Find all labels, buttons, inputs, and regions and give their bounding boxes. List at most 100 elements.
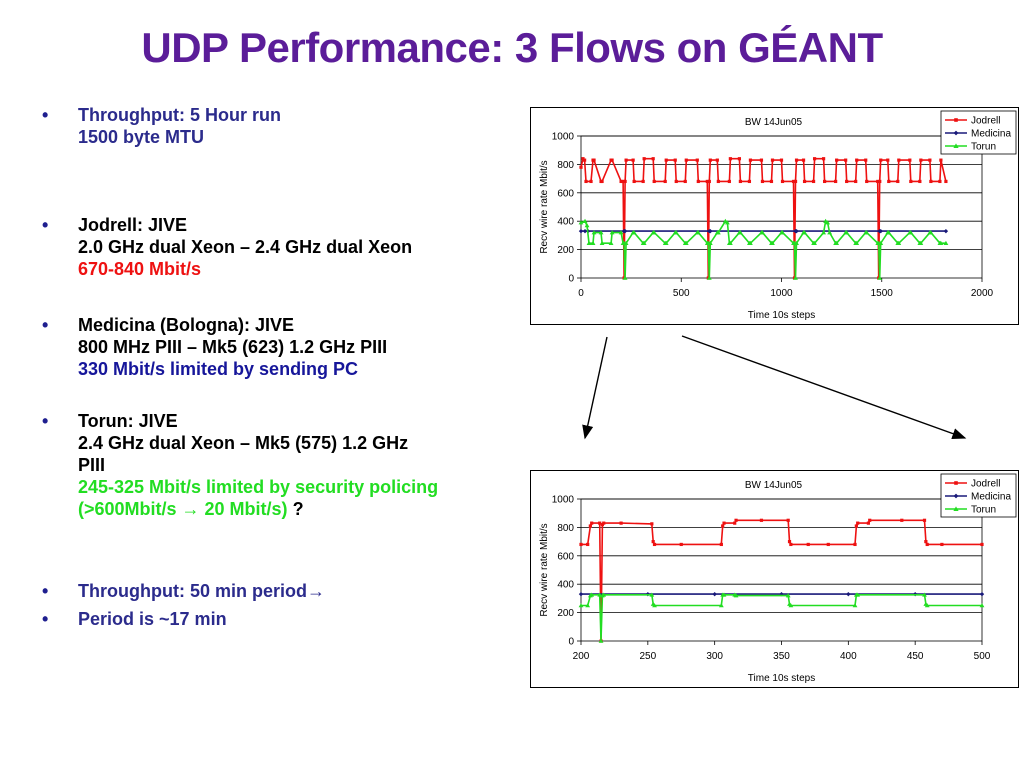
data-point [844,230,850,235]
y-tick-label: 400 [557,580,574,591]
data-point [866,521,870,525]
y-tick-label: 600 [557,551,574,562]
data-point [748,158,753,162]
data-point [944,179,948,184]
data-point [715,158,719,162]
data-point [733,593,739,598]
data-point [939,158,943,162]
data-point [728,157,732,161]
data-point [802,179,807,184]
data-point [794,240,799,246]
data-point [579,165,583,169]
data-point [823,179,827,184]
data-point [924,540,928,544]
data-point [943,228,949,234]
data-point [695,158,699,162]
data-point [652,603,657,608]
bullet-line: Throughput: 50 min period→ [78,581,325,601]
bullet-throughput-5h: • Throughput: 5 Hour run 1500 byte MTU [38,104,281,148]
data-point [622,228,628,234]
data-point [724,220,730,225]
series-torun [578,218,949,280]
data-point [641,240,647,246]
data-point [865,179,869,184]
data-point [922,592,927,597]
data-point [811,179,816,184]
data-point [708,158,712,162]
data-point [631,230,637,235]
data-point [919,158,923,162]
data-point [623,179,627,184]
data-point [599,240,605,246]
data-point [715,230,721,235]
data-point [785,593,791,598]
series-line-torun [580,219,946,279]
legend-marker [954,118,958,122]
bullet-line: 2.4 GHz dual Xeon – Mk5 (575) 1.2 GHz [78,433,409,453]
bullet-dot: • [42,609,49,629]
data-point [878,240,884,246]
data-point [770,240,775,246]
data-point [589,179,593,184]
data-point [801,158,806,162]
data-point [618,230,624,235]
data-point [835,158,839,162]
data-point [602,521,606,525]
data-point [940,542,944,547]
data-point [786,518,790,522]
data-point [663,240,669,246]
data-point [855,158,859,162]
legend-label: Jodrell [971,116,1000,127]
data-point [609,230,615,235]
data-point [727,240,733,246]
x-tick-label: 500 [673,288,690,299]
data-point [826,542,830,547]
data-point [652,179,656,184]
data-point [683,179,687,184]
data-point [579,542,583,547]
data-point [652,542,657,547]
data-point [854,524,858,528]
data-point [770,158,775,162]
data-point [707,240,713,246]
data-point [853,542,857,547]
data-point [855,592,861,597]
data-point [737,157,741,161]
data-point [619,521,623,525]
data-point [601,592,607,597]
data-point [868,518,872,522]
data-point [721,592,727,597]
x-tick-label: 300 [706,651,723,662]
data-point [707,179,711,184]
bullet-line: (>600Mbit/s → 20 Mbit/s) ? [78,498,438,520]
data-point [791,179,796,184]
chart-5h-container: BW 14Jun05 0 200 400 600 800 1000 0 500 1000 1500 2… [530,107,1019,325]
bullet-throughput-50min: • Throughput: 50 min period→ [38,580,325,602]
x-tick-label: 0 [578,288,584,299]
data-point [734,518,738,522]
y-tick-label: 1000 [552,132,575,143]
bullet-dot: • [42,315,49,335]
x-tick-label: 250 [639,651,656,662]
data-point [780,179,785,184]
data-point [712,591,717,597]
bullet-line: 1500 byte MTU [78,127,205,147]
data-point [846,591,851,597]
data-point [918,240,924,246]
bullet-medicina: • Medicina (Bologna): JIVE 800 MHz PIII … [38,314,387,380]
legend-label: Torun [971,505,996,516]
y-tick-label: 0 [568,274,574,285]
data-point [876,179,880,184]
legend-marker [954,481,958,485]
data-point [683,240,689,246]
legend-marker [953,493,959,499]
data-point [651,230,657,235]
data-point [673,230,679,235]
legend-label: Jodrell [971,479,1000,490]
data-point [649,592,655,597]
x-tick-label: 200 [573,651,590,662]
data-point [737,230,743,235]
data-point [684,158,688,162]
x-axis-label: Time 10s steps [748,673,815,684]
data-point [727,179,731,184]
